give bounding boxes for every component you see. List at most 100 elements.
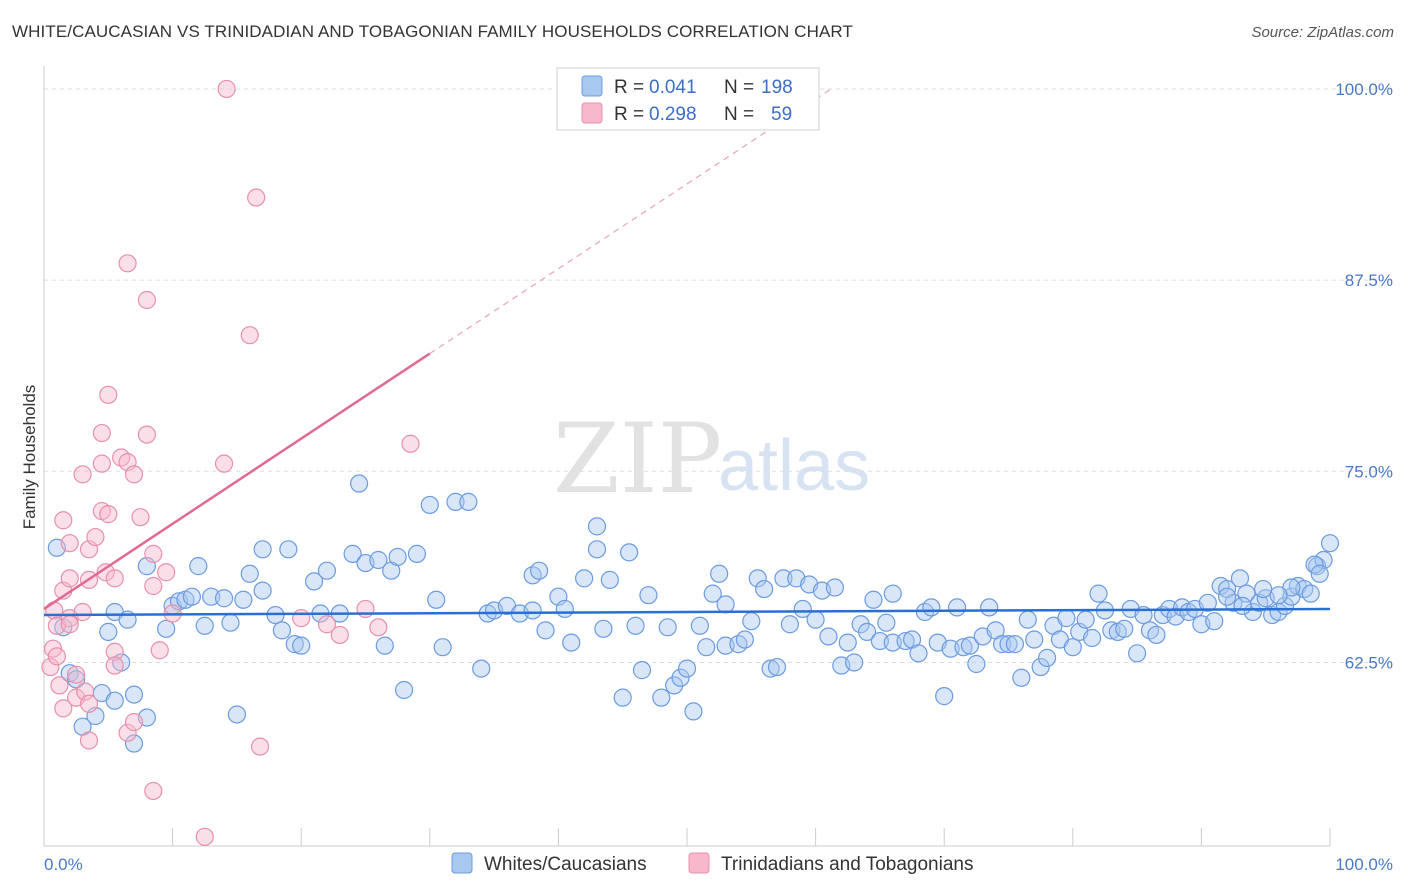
whites-point-48 [407, 544, 427, 563]
whites-point-49 [420, 495, 439, 515]
whites-point-113 [883, 584, 902, 603]
whites-point-122 [947, 598, 967, 617]
whites-point-67 [587, 517, 607, 536]
whites-point-186 [1233, 596, 1252, 615]
trinidadians-point-51 [247, 188, 266, 207]
whites-point-60 [523, 601, 542, 620]
whites-point-102 [819, 627, 838, 646]
whites-point-135 [1031, 657, 1050, 677]
legend-r-label-blue: R = [614, 77, 644, 98]
whites-point-103 [825, 578, 844, 597]
y-tick-label-3: 62.5% [1345, 653, 1393, 672]
trinidadians-point-11 [60, 615, 79, 634]
whites-point-71 [613, 688, 632, 707]
trinidadians-point-29 [105, 569, 124, 588]
trinidadians-point-2 [45, 601, 64, 620]
trinidadians-point-13 [67, 665, 86, 684]
series-trinidadians-points [41, 79, 420, 846]
whites-point-51 [433, 638, 452, 657]
x-tick-max: 100.0% [1335, 855, 1393, 874]
trinidadians-point-20 [79, 694, 99, 713]
whites-point-47 [394, 680, 414, 700]
whites-point-25 [221, 613, 240, 632]
y-tick-label-0: 100.0% [1335, 80, 1393, 99]
x-tick-min: 0.0% [44, 855, 83, 874]
trendline-trinidadians-extension [429, 88, 832, 355]
whites-point-85 [710, 564, 729, 583]
y-tick-labels: 100.0% 87.5% 75.0% 62.5% [1335, 80, 1393, 673]
whites-point-96 [780, 615, 799, 634]
legend-r-value-blue: 0.041 [649, 77, 697, 98]
whites-point-76 [652, 688, 671, 707]
whites-point-136 [1037, 648, 1057, 667]
whites-point-152 [1140, 621, 1160, 640]
whites-point-73 [626, 616, 645, 635]
trend-lines [43, 88, 1331, 617]
whites-point-94 [767, 657, 787, 677]
trinidadians-point-23 [92, 423, 111, 443]
whites-point-83 [697, 638, 716, 657]
whites-point-22 [195, 616, 214, 635]
whites-point-185 [1254, 579, 1273, 599]
trinidadians-point-36 [124, 465, 144, 484]
whites-point-65 [562, 633, 581, 652]
bottom-legend-swatch-trinidadians [688, 852, 710, 874]
whites-point-26 [227, 705, 246, 724]
whites-point-64 [555, 599, 574, 619]
whites-point-24 [214, 589, 234, 608]
legend: R = 0.041 N = 198 R = 0.298 N = 59 [556, 67, 820, 131]
whites-point-108 [857, 622, 877, 641]
whites-point-187 [1218, 587, 1237, 606]
trinidadians-point-32 [112, 448, 131, 467]
whites-point-27 [234, 590, 253, 609]
whites-point-40 [343, 544, 362, 563]
whites-point-62 [536, 621, 555, 640]
whites-point-180 [1320, 534, 1340, 553]
whites-point-33 [279, 540, 298, 559]
bottom-legend-label-whites: Whites/Caucasians [484, 854, 647, 875]
whites-point-90 [742, 612, 761, 631]
trinidadians-point-39 [137, 290, 156, 310]
trinidadians-point-35 [118, 723, 137, 742]
trinidadians-point-44 [150, 641, 169, 660]
trinidadians-point-55 [330, 625, 349, 645]
whites-point-34 [285, 635, 304, 654]
trinidadians-point-30 [105, 642, 124, 661]
trinidadians-point-48 [214, 454, 234, 473]
whites-point-77 [658, 618, 677, 637]
whites-point-3 [67, 670, 86, 689]
whites-point-139 [1057, 609, 1076, 628]
whites-point-79 [671, 668, 690, 687]
whites-point-21 [189, 557, 208, 576]
whites-point-28 [240, 564, 259, 583]
whites-point-72 [620, 543, 639, 562]
whites-point-161 [1198, 593, 1217, 612]
legend-n-label-blue: N = [724, 77, 754, 98]
trinidadians-point-49 [217, 79, 236, 99]
whites-point-179 [1314, 550, 1333, 570]
whites-point-29 [253, 581, 272, 600]
whites-point-16 [157, 619, 176, 638]
whites-point-92 [755, 579, 774, 599]
whites-point-59 [523, 566, 542, 585]
whites-point-132 [1012, 668, 1031, 687]
whites-point-133 [1018, 610, 1037, 629]
whites-point-50 [427, 590, 446, 609]
whites-point-134 [1025, 630, 1044, 649]
whites-point-111 [877, 613, 896, 632]
whites-point-168 [1243, 602, 1262, 622]
whites-point-150 [1127, 644, 1147, 663]
whites-point-70 [600, 570, 619, 589]
legend-r-label-pink: R = [614, 104, 644, 125]
bottom-legend: Whites/Caucasians Trinidadians and Tobag… [451, 852, 973, 875]
whites-point-153 [1147, 625, 1166, 645]
watermark: ZIP atlas [553, 403, 870, 515]
trinidadians-point-15 [73, 465, 92, 484]
y-axis-label: Family Households [20, 385, 39, 530]
trinidadians-point-38 [131, 508, 150, 527]
whites-point-109 [864, 590, 883, 609]
trinidadians-point-53 [292, 609, 311, 628]
whites-point-162 [1205, 612, 1224, 631]
whites-point-53 [459, 492, 478, 511]
trinidadians-point-37 [124, 713, 144, 732]
